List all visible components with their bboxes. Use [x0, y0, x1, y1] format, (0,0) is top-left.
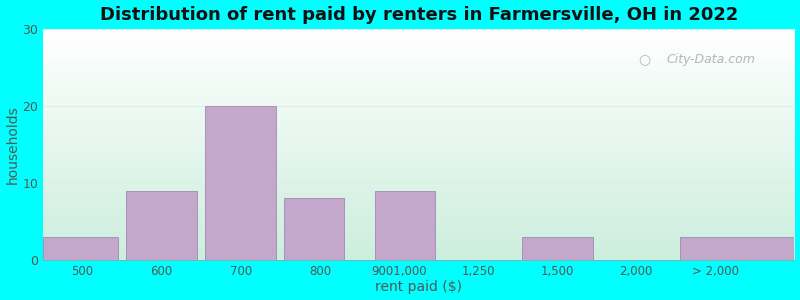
Text: ○: ○ — [638, 52, 650, 66]
X-axis label: rent paid ($): rent paid ($) — [375, 280, 462, 294]
Bar — [284, 198, 344, 260]
Y-axis label: households: households — [6, 105, 19, 184]
Bar — [522, 237, 593, 260]
Bar — [206, 106, 276, 260]
Bar — [375, 190, 434, 260]
Bar — [43, 237, 118, 260]
Title: Distribution of rent paid by renters in Farmersville, OH in 2022: Distribution of rent paid by renters in … — [99, 6, 738, 24]
Bar — [126, 190, 198, 260]
Text: City-Data.com: City-Data.com — [666, 53, 755, 66]
Bar — [680, 237, 794, 260]
